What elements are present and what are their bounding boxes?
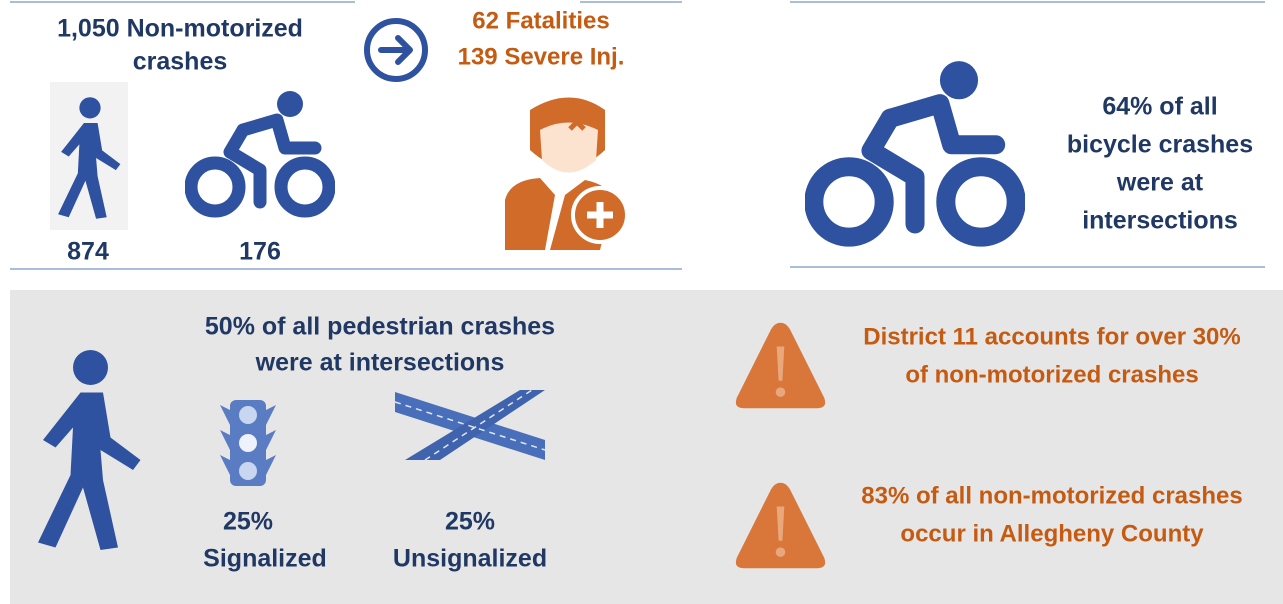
pedestrian-headline: 50% of all pedestrian crashes — [205, 313, 555, 341]
pedestrian-count: 874 — [67, 238, 109, 266]
bicycle-stat: intersections — [1082, 207, 1238, 235]
headline: 1,050 Non-motorized — [57, 15, 303, 43]
bottom-panel — [10, 290, 1283, 604]
bicycle-icon — [814, 61, 1016, 237]
intersection-icon — [394, 389, 546, 461]
arrow-icon — [364, 18, 428, 82]
severe-injuries: 139 Severe Inj. — [458, 43, 625, 70]
injured-person-icon — [505, 97, 629, 250]
bicycle-count: 176 — [239, 238, 281, 266]
county-note: occur in Allegheny County — [900, 520, 1204, 547]
unsignalized-value: 25% — [445, 508, 495, 536]
district-note: District 11 accounts for over 30% — [863, 323, 1240, 350]
headline: crashes — [133, 48, 228, 76]
bicycle-icon — [191, 91, 329, 211]
bicycle-stat: were at — [1116, 169, 1204, 197]
pedestrian-headline: were at intersections — [255, 349, 505, 377]
fatalities: 62 Fatalities — [472, 7, 609, 34]
county-note: 83% of all non-motorized crashes — [861, 482, 1242, 509]
bicycle-stat: 64% of all — [1102, 93, 1217, 121]
signalized-label: Signalized — [203, 545, 327, 573]
bicycle-stat: bicycle crashes — [1067, 131, 1253, 159]
unsignalized-label: Unsignalized — [393, 545, 547, 573]
district-note: of non-motorized crashes — [905, 361, 1198, 388]
traffic-light-icon — [220, 400, 276, 486]
signalized-value: 25% — [223, 508, 273, 536]
